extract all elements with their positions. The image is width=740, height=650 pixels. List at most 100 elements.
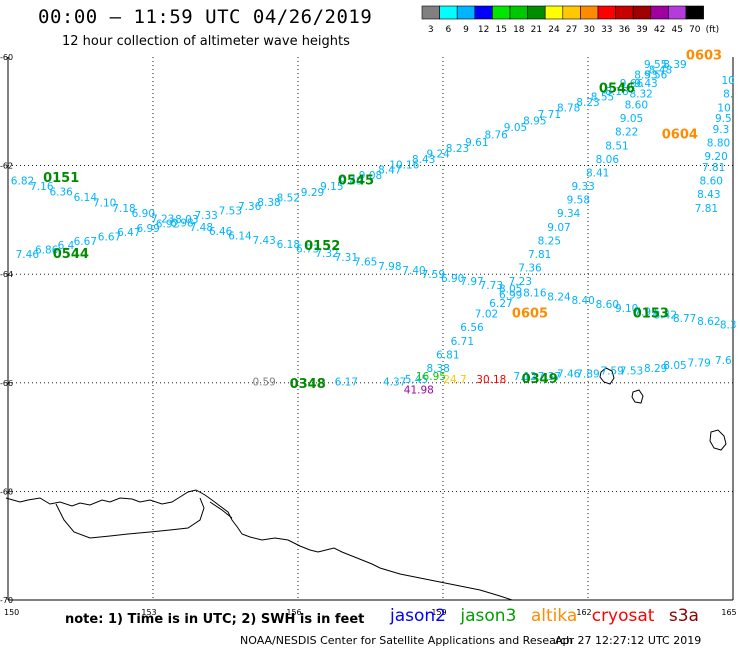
pass-time-label: 0605 (512, 307, 548, 322)
wave-height-value: 6.14 (228, 230, 252, 242)
wave-height-value: 6.18 (277, 239, 300, 251)
lat-tick-label: -64 (0, 270, 13, 279)
wave-height-value: 7.02 (475, 309, 498, 321)
wave-height-value: 7.97 (460, 276, 483, 288)
legend-unit: (ft) (706, 25, 720, 35)
wave-height-value: 9.43 (634, 78, 657, 90)
pass-time-label: 0546 (599, 81, 635, 96)
map-title: 00:00 – 11:59 UTC 04/26/2019 (38, 6, 373, 28)
wave-height-value: 7.73 (480, 280, 503, 292)
wave-height-value: 6.36 (49, 186, 73, 198)
wave-height-value: 9.05 (620, 113, 643, 125)
wave-height-value: 9.20 (704, 151, 727, 163)
wave-height-value: 24.7 (443, 374, 466, 386)
wave-height-value: 7.36 (238, 201, 262, 213)
wave-height-value: 8.52 (277, 192, 300, 204)
wave-height-value: 8.62 (697, 316, 720, 328)
lat-tick-label: -66 (0, 379, 13, 388)
lon-tick-label: 165 (721, 608, 736, 617)
legend-bin-label: 27 (566, 25, 577, 35)
pass-time-label: 0151 (43, 171, 79, 186)
wave-height-value: 7.32 (315, 248, 338, 260)
wave-height-value: 7.98 (378, 261, 401, 273)
wave-height-value: 9.58 (567, 195, 590, 207)
antarctic-coastline (5, 489, 513, 601)
wave-height-value: 16.95 (416, 371, 446, 383)
wave-height-value: 9.10 (615, 303, 638, 315)
legend-bin-label: 45 (671, 25, 682, 35)
wave-height-value: 7.89 (576, 368, 599, 380)
wave-height-value: 6.92 (156, 219, 179, 231)
lat-tick-label: -60 (0, 53, 13, 62)
wave-height-value: 7.71 (538, 109, 561, 121)
legend-bin-label: 15 (495, 25, 506, 35)
wave-height-value: 9.55 (644, 59, 667, 71)
credit-line: NOAA/NESDIS Center for Satellite Applica… (240, 634, 574, 647)
legend-bin-label: 3 (428, 25, 434, 35)
wave-height-value: 6.99 (499, 290, 522, 302)
pass-time-label: 0349 (522, 372, 558, 387)
legend-bin-label: 39 (636, 25, 648, 35)
wave-height-value: 7.12 (513, 371, 536, 383)
wave-height-value: 7.6 (715, 355, 732, 367)
wave-height-value: 10.16 (389, 159, 419, 171)
pass-time-labels: 0151 0544 0545 0152 0348 0349 0153 0546 0605 0604… (43, 49, 722, 393)
wave-height-value: 7.53 (219, 205, 242, 217)
wave-height-value: 6.90 (132, 208, 155, 220)
legend-bin-label: 24 (548, 25, 560, 35)
wave-height-value: 8.25 (538, 235, 561, 247)
wave-height-value: 6.67 (74, 236, 97, 248)
satellite-key: jason2 jason3 altika cryosat s3a (390, 606, 708, 626)
island-1 (599, 367, 615, 385)
wave-height-value: 8.60 (625, 100, 648, 112)
wave-height-value: 6.82 (11, 176, 34, 188)
wave-height-value: 8.05 (499, 284, 522, 296)
wave-height-value: 6.27 (489, 298, 512, 310)
legend-bin-label: 33 (601, 25, 612, 35)
wave-height-value: 9.56 (644, 70, 668, 82)
wave-height-value: 7.59 (600, 366, 623, 378)
wave-height-value: 5.45 (405, 374, 428, 386)
wave-height-value: 8.48 (649, 64, 672, 76)
wave-height-value: 8.95 (523, 115, 546, 127)
wave-height-value: 7.97 (634, 306, 657, 318)
wave-height-value: 6.99 (136, 223, 159, 235)
legend-bin-label: 9 (463, 25, 469, 35)
legend-bin-label: 30 (583, 25, 595, 35)
wave-height-value: 8.43 (412, 154, 435, 166)
sat-jason3: jason3 (460, 606, 517, 626)
legend-bin-label: 12 (478, 25, 489, 35)
wave-height-value: 7.18 (112, 203, 135, 215)
legend-bin-label: 6 (446, 25, 452, 35)
wave-height-value: 6.73 (296, 243, 319, 255)
wave-height-value: 8.51 (605, 140, 628, 152)
pass-time-label: 0604 (662, 127, 698, 142)
wave-height-value: 8.78 (557, 102, 580, 114)
wave-height-value: 9.24 (426, 148, 450, 160)
wave-height-value: 7.40 (402, 265, 425, 277)
wave-height-value: 41.98 (404, 385, 434, 397)
wave-height-value: 7.16 (30, 181, 54, 193)
wave-height-value: 8.41 (586, 167, 609, 179)
wave-height-value: 9.05 (504, 122, 527, 134)
pass-time-label: 0152 (304, 239, 340, 254)
wave-height-value: 6.47 (117, 227, 140, 239)
wave-height-value: 8.80 (707, 138, 730, 150)
wave-height-value: 7.23 (509, 276, 532, 288)
wave-height-value: 6.98 (170, 217, 193, 229)
pass-time-label: 0544 (53, 247, 89, 262)
lat-tick-label: -62 (0, 162, 13, 171)
wave-height-value: 8.38 (426, 363, 449, 375)
pass-time-label: 0545 (338, 174, 374, 189)
wave-height-value: 8.05 (663, 360, 686, 372)
wave-height-value: 6.4 (58, 240, 75, 252)
lat-tick-label: -68 (0, 487, 13, 496)
legend-bin-label: 36 (619, 25, 631, 35)
wave-height-value: 8. (723, 89, 733, 101)
wave-height-value: 7.59 (422, 269, 445, 281)
wave-height-value: 8.53 (634, 70, 657, 82)
wave-height-value: 7.81 (695, 203, 718, 215)
wave-height-value: 7.10 (93, 197, 116, 209)
